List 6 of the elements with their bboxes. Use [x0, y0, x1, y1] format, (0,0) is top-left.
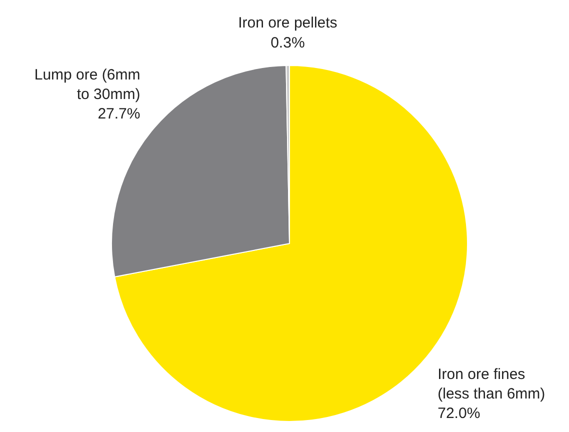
slice-label: Iron ore fines (less than 6mm) — [438, 366, 546, 403]
data-label: 27.7% — [98, 105, 140, 122]
data-label: 72.0% — [438, 405, 480, 422]
slice-label: Iron ore pellets — [238, 14, 338, 32]
slice-label: Lump ore (6mm to 30mm) — [34, 66, 140, 103]
data-label: 0.3% — [270, 34, 305, 52]
